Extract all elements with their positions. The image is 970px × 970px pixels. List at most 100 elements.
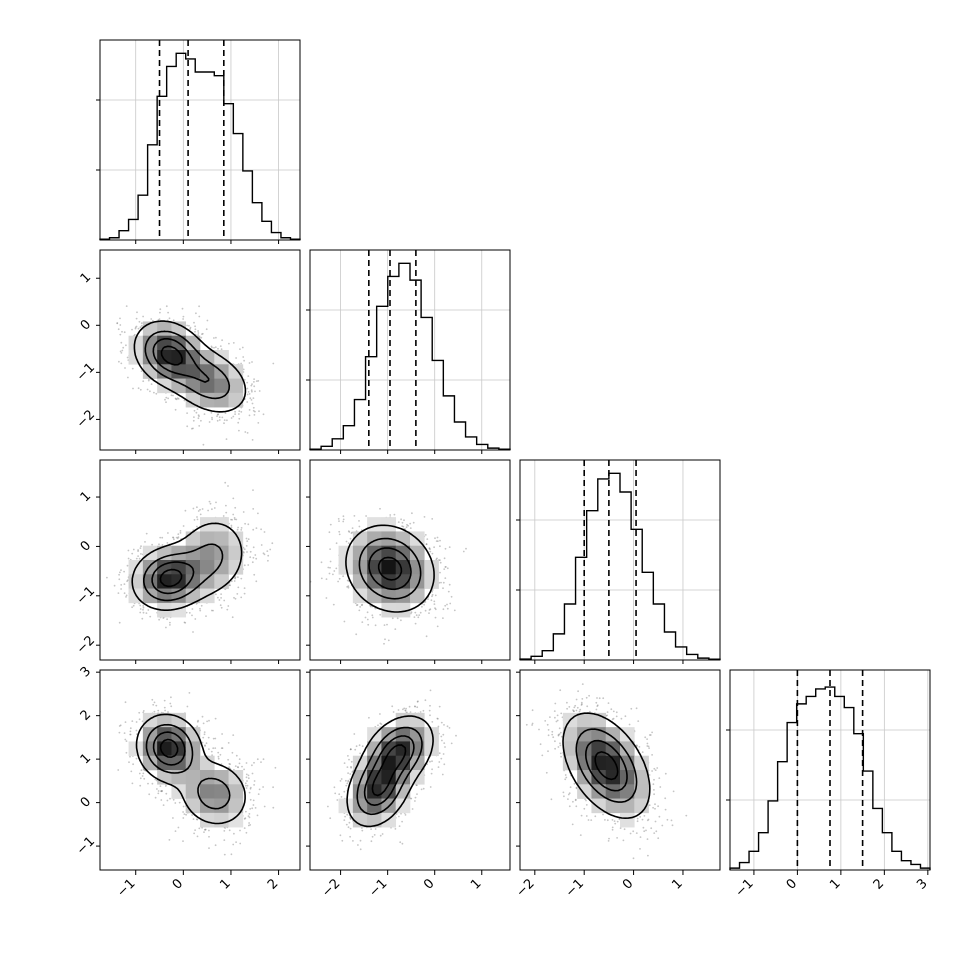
scatter-point — [639, 816, 642, 818]
scatter-point — [251, 361, 253, 363]
scatter-point — [562, 791, 565, 794]
density-cell — [562, 755, 578, 771]
scatter-point — [647, 745, 650, 748]
scatter-point — [586, 705, 589, 708]
scatter-point — [355, 604, 358, 607]
scatter-point — [579, 834, 582, 836]
x-tick-label: 1 — [669, 876, 685, 892]
contour-lines — [562, 712, 651, 819]
density-cell — [381, 770, 397, 785]
scatter-point — [426, 538, 429, 540]
scatter-point — [572, 800, 574, 803]
scatter-point — [585, 804, 588, 806]
density-cell — [338, 798, 354, 814]
x-tick-label: 0 — [421, 876, 437, 892]
scatter-point — [169, 621, 171, 624]
scatter-point — [654, 769, 657, 771]
scatter-point — [189, 328, 192, 330]
scatter-point — [428, 547, 431, 549]
scatter-point — [127, 557, 130, 560]
scatter-point — [423, 516, 426, 518]
scatter-point — [195, 411, 198, 414]
scatter-point — [415, 784, 418, 787]
scatter-point — [648, 774, 651, 776]
scatter-point — [567, 798, 569, 800]
scatter-point — [191, 427, 193, 430]
scatter-point — [361, 827, 363, 829]
scatter-point — [611, 718, 614, 721]
scatter-point — [250, 389, 253, 392]
scatter-point — [541, 754, 544, 757]
scatter-point — [182, 811, 185, 813]
scatter-point — [119, 333, 122, 336]
density-cell — [185, 770, 201, 785]
scatter-point — [193, 416, 195, 418]
scatter-point — [429, 548, 431, 551]
scatter-point — [659, 786, 662, 788]
scatter-point — [654, 803, 656, 806]
density-cell — [171, 321, 187, 337]
scatter-point — [218, 416, 221, 419]
scatter-point — [246, 551, 248, 553]
x-tick-label: 0 — [170, 876, 186, 892]
panel-content — [106, 481, 274, 633]
scatter-point — [380, 723, 383, 726]
scatter-point — [134, 327, 137, 330]
scatter-point — [197, 510, 200, 512]
histogram-panel-2 — [516, 459, 721, 661]
scatter-point — [118, 621, 121, 624]
scatter-point — [334, 792, 337, 795]
scatter-point — [235, 754, 238, 757]
scatter-point — [155, 392, 158, 395]
x-tick-label: 1 — [217, 876, 233, 892]
density-cell — [214, 770, 229, 785]
scatter-point — [244, 784, 247, 787]
scatter-point — [230, 853, 233, 856]
scatter-point — [447, 590, 450, 593]
scatter-point — [202, 736, 205, 739]
scatter-point — [624, 715, 627, 718]
scatter-point — [430, 772, 433, 775]
scatter-point — [256, 758, 259, 761]
scatter-point — [559, 742, 561, 745]
scatter-point — [219, 345, 222, 347]
scatter-point — [183, 813, 186, 815]
density-cell — [424, 727, 439, 742]
scatter-point — [583, 807, 586, 810]
scatter-point — [244, 817, 247, 820]
density-cell — [395, 574, 411, 589]
scatter-point — [577, 690, 579, 693]
scatter-point — [450, 595, 453, 598]
scatter-point — [258, 410, 260, 413]
scatter-point — [558, 733, 561, 735]
scatter-point — [192, 818, 195, 820]
density-cell — [228, 392, 244, 408]
scatter-point — [637, 720, 640, 722]
scatter-point — [649, 734, 652, 736]
scatter-point — [197, 414, 200, 416]
contour-level-1 — [575, 728, 638, 803]
scatter-point — [554, 702, 557, 705]
scatter-point — [246, 780, 248, 782]
scatter-point — [216, 419, 219, 422]
scatter-point — [263, 553, 266, 556]
scatter-point — [249, 397, 252, 400]
scatter-point — [234, 765, 237, 767]
scatter-point — [450, 742, 453, 745]
scatter-point — [228, 763, 231, 765]
scatter-point — [142, 315, 145, 318]
scatter-point — [359, 848, 362, 851]
scatter-point — [430, 599, 433, 602]
panel-content — [310, 507, 467, 645]
density-cell — [591, 755, 607, 771]
scatter-point — [644, 736, 647, 739]
scatter-point — [443, 763, 446, 766]
scatter-point — [266, 550, 269, 552]
scatter-point — [160, 790, 162, 792]
density-cell — [395, 741, 411, 757]
scatter-point — [247, 815, 250, 817]
scatter-point — [150, 383, 153, 385]
scatter-point — [395, 813, 398, 815]
density-cell — [562, 741, 578, 757]
scatter-point — [232, 497, 235, 500]
